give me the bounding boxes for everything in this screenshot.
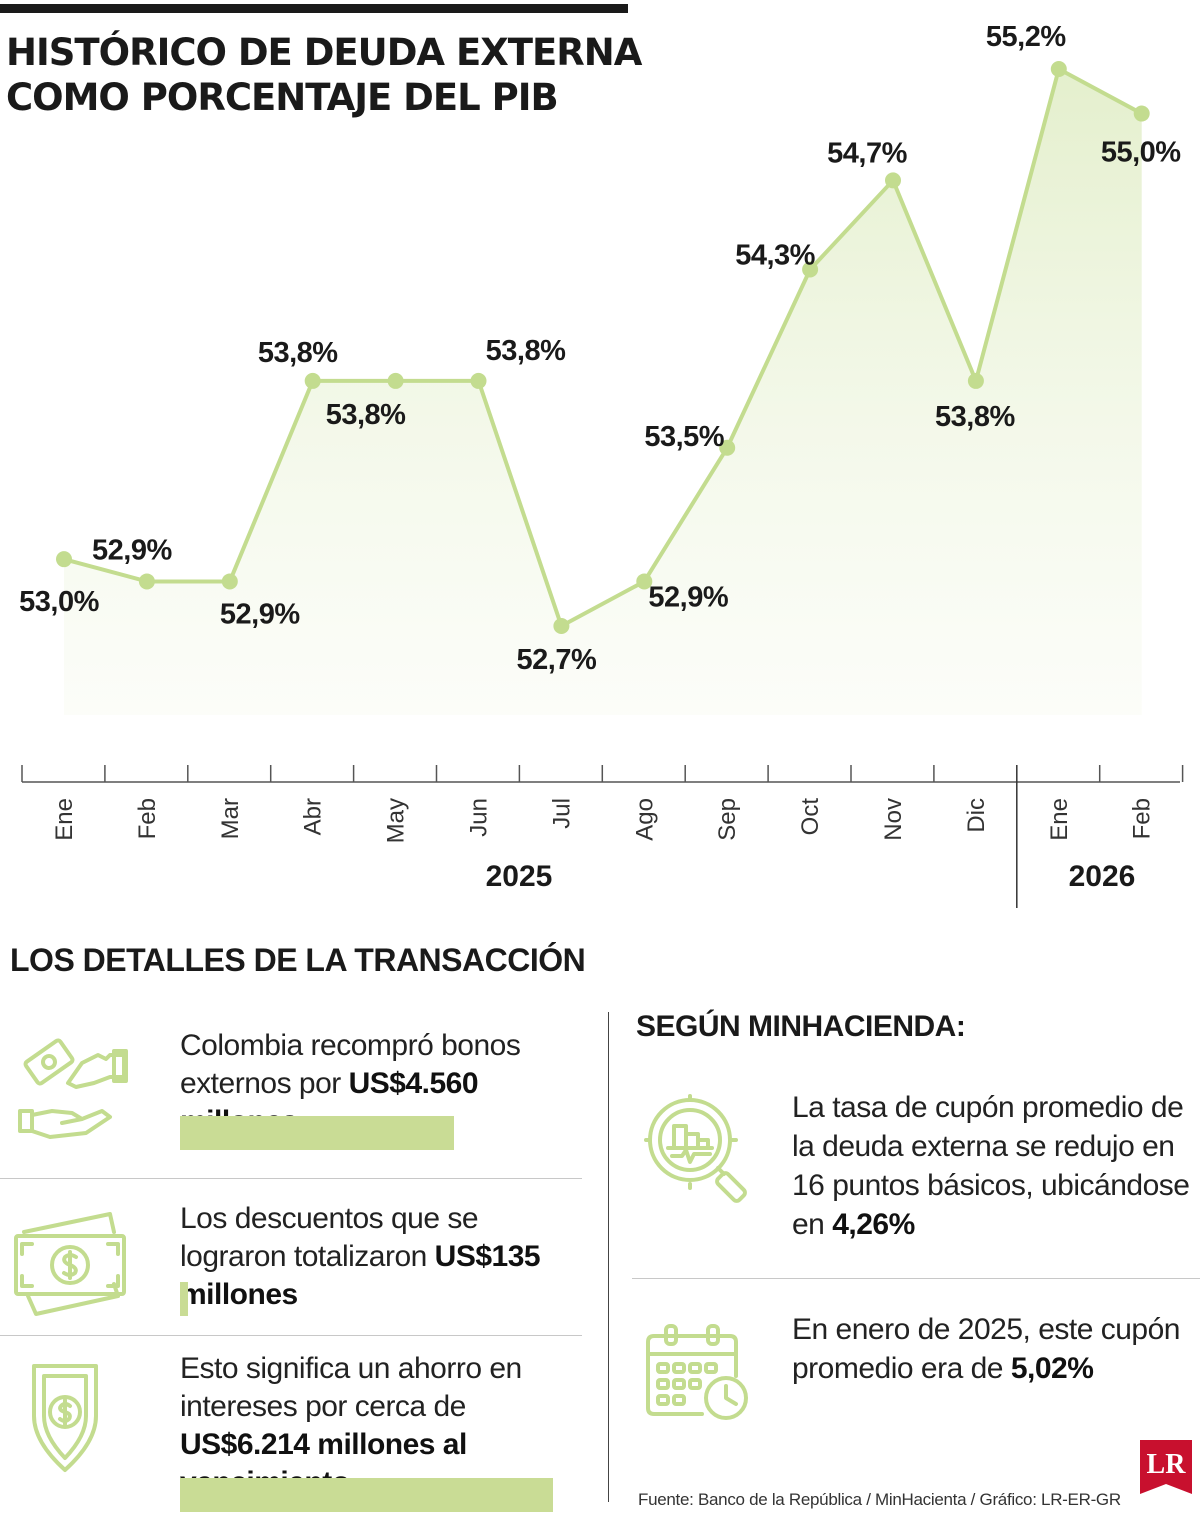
- data-point: [304, 372, 321, 389]
- data-point: [1050, 61, 1067, 77]
- detail-text-discounts-plain: Los descuentos que se lograron totalizar…: [180, 1202, 479, 1273]
- detail-bar-repurchase: [180, 1116, 454, 1150]
- data-label: 55,2%: [986, 21, 1066, 53]
- lr-logo-text: LR: [1147, 1449, 1187, 1480]
- data-label: 53,0%: [19, 586, 99, 618]
- source-credit: Fuente: Banco de la República / MinHacie…: [638, 1490, 1121, 1509]
- data-point: [221, 573, 238, 590]
- data-point: [56, 551, 72, 568]
- dollar-shield-icon: [32, 1364, 98, 1472]
- chart-title-line-2: COMO PORCENTAJE DEL PIB: [6, 76, 559, 119]
- detail-text-repurchase-plain: Colombia recompró bonos externos por: [180, 1029, 521, 1100]
- calendar-clock-icon: [646, 1324, 748, 1420]
- detail-item-repurchase: Colombia recompró bonos externos por US$…: [0, 1027, 582, 1167]
- data-label: 52,7%: [517, 644, 597, 676]
- data-point: [885, 172, 901, 189]
- divider: [632, 1278, 1200, 1279]
- x-tick-label: Dic: [963, 798, 990, 833]
- debt-line-chart: 53,0% 52,9% 52,9% 53,8% 53,8% 53,8% 52,7% 52,9%…: [19, 21, 1184, 908]
- x-tick-label: Nov: [880, 798, 907, 841]
- data-label: 53,8%: [486, 335, 566, 367]
- magnifier-chart-icon: [644, 1094, 747, 1203]
- data-point: [719, 439, 736, 456]
- data-label: 54,3%: [735, 240, 815, 272]
- chart-title-line-1: HISTÓRICO DE DEUDA EXTERNA: [6, 31, 642, 74]
- data-point: [967, 372, 984, 389]
- year-label: 2025: [486, 860, 553, 893]
- details-title: LOS DETALLES DE LA TRANSACCIÓN: [10, 942, 586, 978]
- x-tick-label: Ago: [631, 798, 658, 841]
- data-label: 52,9%: [220, 598, 300, 630]
- x-tick-label: Oct: [797, 798, 824, 836]
- minhacienda-heading: SEGÚN MINHACIENDA:: [636, 1010, 966, 1043]
- x-tick-label: May: [383, 798, 410, 843]
- top-rule: [0, 4, 628, 13]
- detail-text-discounts: Los descuentos que se lograron totalizar…: [180, 1200, 580, 1314]
- data-label: 53,5%: [644, 421, 724, 453]
- data-label: 52,9%: [92, 534, 172, 566]
- data-point: [138, 573, 155, 590]
- detail-text-discounts-bold: US$135 millones: [180, 1240, 541, 1311]
- data-label: 55,0%: [1101, 137, 1181, 169]
- x-tick-label: Abr: [300, 798, 327, 835]
- x-tick-label: Feb: [1129, 798, 1156, 839]
- data-point: [802, 261, 819, 278]
- coupon-reduction-bold: 4,26%: [832, 1208, 915, 1241]
- money-hands-icon: [18, 1038, 128, 1139]
- lr-logo-mark: LR: [1140, 1440, 1192, 1494]
- x-tick-label: Jul: [548, 798, 575, 829]
- data-label: 52,9%: [648, 581, 728, 613]
- x-tick-label: Sep: [714, 798, 741, 841]
- banknotes-icon: [14, 1212, 126, 1316]
- data-label: 53,8%: [326, 399, 406, 431]
- detail-text-savings-plain: Esto significa un ahorro en intereses po…: [180, 1352, 522, 1423]
- x-tick-label: Jun: [466, 798, 493, 837]
- x-tick-label: Ene: [51, 798, 78, 841]
- vertical-divider: [608, 1012, 609, 1502]
- x-tick-label: Ene: [1046, 798, 1073, 841]
- data-point: [636, 573, 653, 590]
- coupon-january-bold: 5,02%: [1010, 1352, 1094, 1385]
- data-label: 53,8%: [935, 401, 1015, 433]
- chart-title: HISTÓRICO DE DEUDA EXTERNA COMO PORCENTA…: [6, 30, 642, 120]
- data-point: [1133, 105, 1150, 122]
- data-point: [387, 372, 404, 389]
- x-tick-label: Feb: [134, 798, 161, 839]
- data-point: [470, 372, 487, 389]
- x-tick-label: Mar: [217, 798, 244, 839]
- lr-logo: LR: [1140, 1440, 1192, 1494]
- coupon-january-text: En enero de 2025, este cupón promedio er…: [792, 1310, 1192, 1388]
- detail-item-discounts: Los descuentos que se lograron totalizar…: [0, 1200, 582, 1320]
- area-fill: [64, 69, 1142, 715]
- divider: [0, 1335, 582, 1336]
- series-line: [63, 67, 1143, 628]
- data-label: 54,7%: [827, 137, 907, 169]
- detail-bar-discounts: [180, 1282, 188, 1316]
- divider: [0, 1178, 582, 1179]
- data-point: [553, 618, 570, 634]
- coupon-reduction-plain: La tasa de cupón promedio de la deuda ex…: [792, 1091, 1190, 1241]
- year-label: 2026: [1069, 860, 1136, 893]
- coupon-reduction-text: La tasa de cupón promedio de la deuda ex…: [792, 1088, 1192, 1244]
- data-label: 53,8%: [258, 337, 338, 369]
- coupon-january-plain: En enero de 2025, este cupón promedio er…: [792, 1313, 1180, 1385]
- detail-bar-savings: [180, 1478, 553, 1512]
- detail-item-savings: Esto significa un ahorro en intereses po…: [0, 1350, 582, 1515]
